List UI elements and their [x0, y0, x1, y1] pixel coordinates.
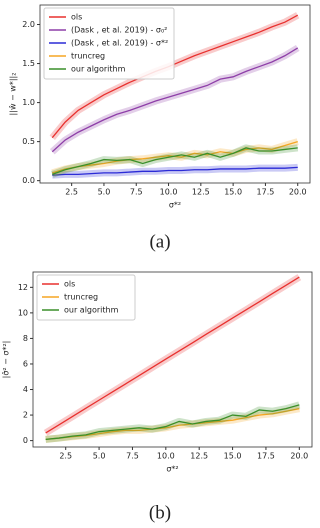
x-axis-label: σ*² — [166, 465, 178, 474]
series-line — [52, 147, 298, 176]
x-tick-label: 12.5 — [190, 452, 208, 461]
series-line — [51, 47, 299, 153]
x-tick-label: 5.0 — [93, 452, 106, 461]
x-tick-label: 20.0 — [289, 188, 307, 197]
x-tick-label: 20.0 — [290, 452, 308, 461]
legend-label: (Dask , et al. 2019) - σ*² — [71, 39, 168, 48]
legend-box — [36, 274, 136, 321]
y-tick-label: 8 — [23, 334, 28, 343]
x-tick-label: 2.5 — [65, 188, 78, 197]
legend-label: ols — [64, 280, 75, 289]
x-tick-label: 5.0 — [98, 188, 111, 197]
x-tick-label: 10.0 — [157, 452, 175, 461]
y-tick-label: 1.0 — [22, 98, 35, 107]
x-tick-label: 17.5 — [257, 452, 275, 461]
y-tick-label: 0 — [23, 436, 28, 445]
legend-box — [43, 7, 175, 80]
y-tick-label: 4 — [23, 385, 28, 394]
caption: (b) — [149, 502, 171, 523]
series-line — [52, 166, 298, 176]
legend-label: ols — [71, 13, 82, 22]
series-line — [45, 408, 300, 440]
x-tick-label: 12.5 — [192, 188, 210, 197]
x-axis-label: σ*² — [169, 201, 181, 210]
legend-label: our algorithm — [64, 306, 119, 315]
caption: (a) — [149, 231, 170, 252]
y-tick-label: 0.5 — [22, 137, 35, 146]
x-tick-label: 17.5 — [257, 188, 275, 197]
x-tick-label: 7.5 — [130, 188, 143, 197]
chart: 2.5 5.0 7.5 10.0 12.5 15.0 17.5 20.0 0 2 4 6 8 10 12 σ*… — [1, 271, 313, 523]
x-tick-label: 15.0 — [224, 452, 242, 461]
legend-label: our algorithm — [71, 65, 126, 74]
y-axis-label: |σ̂² − σ*²| — [1, 341, 11, 379]
y-axis-label: ||ŵ − w*||₂ — [9, 73, 18, 116]
y-tick-label: 2.0 — [22, 20, 35, 29]
y-tick-label: 0.0 — [22, 176, 35, 185]
legend-label: truncreg — [64, 293, 98, 302]
x-tick-label: 7.5 — [126, 452, 139, 461]
legend-label: truncreg — [71, 52, 105, 61]
chart: 2.5 5.0 7.5 10.0 12.5 15.0 17.5 20.0 0.0 0.5 1.0 1.… — [9, 4, 311, 252]
series-line — [45, 276, 300, 434]
y-tick-label: 1.5 — [22, 59, 35, 68]
y-tick-label: 12 — [18, 283, 28, 292]
x-tick-label: 10.0 — [160, 188, 178, 197]
series-line — [51, 14, 299, 139]
y-tick-label: 6 — [23, 359, 28, 368]
x-tick-label: 2.5 — [59, 452, 72, 461]
x-tick-label: 15.0 — [224, 188, 242, 197]
y-tick-label: 2 — [23, 411, 28, 420]
series-line — [45, 404, 300, 440]
legend-label: (Dask , et al. 2019) - σ₀² — [71, 26, 167, 35]
y-tick-label: 10 — [18, 308, 28, 317]
